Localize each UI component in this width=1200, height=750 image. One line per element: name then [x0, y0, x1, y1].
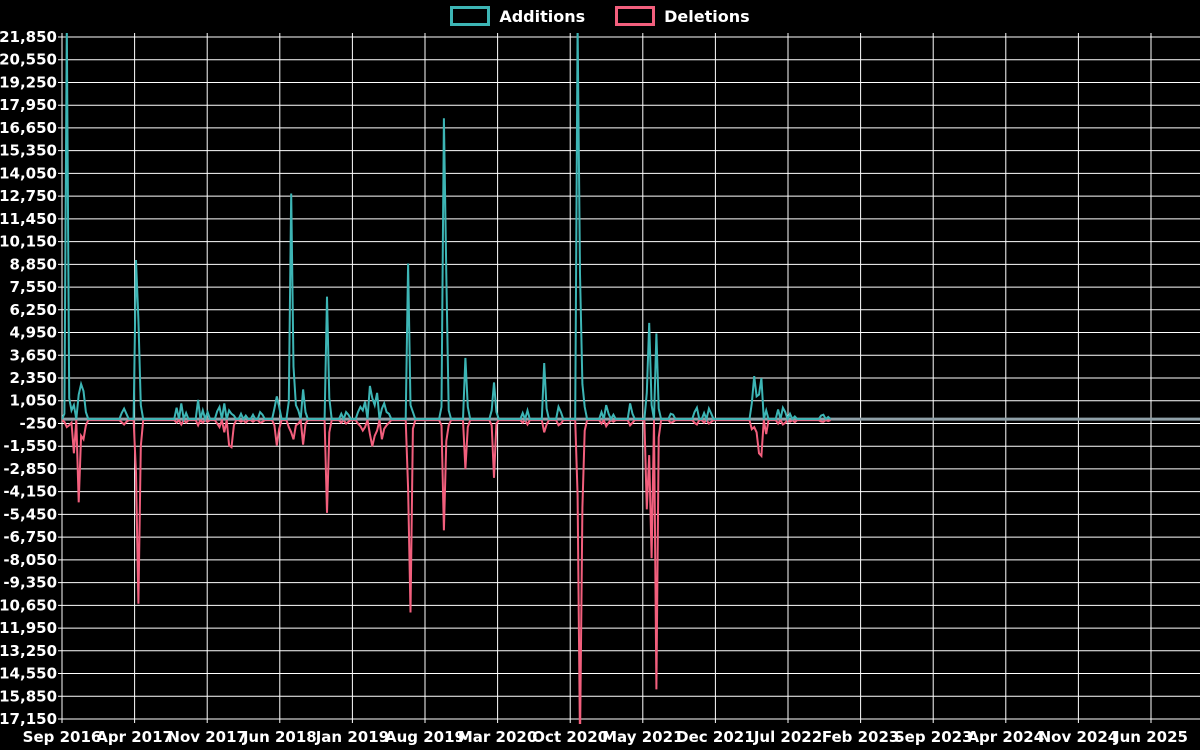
y-axis-tick-label: 10,150 [0, 233, 57, 251]
y-axis-tick-label: 2,350 [10, 369, 57, 387]
y-axis-tick-label: 15,350 [0, 142, 57, 160]
x-axis-tick-label: Mar 2020 [458, 728, 537, 746]
x-axis-tick-label: Sep 2016 [23, 728, 102, 746]
y-axis-tick-label: -8,050 [3, 551, 57, 569]
y-axis-tick-label: -10,650 [0, 596, 57, 614]
y-axis-tick-label: -13,250 [0, 642, 57, 660]
x-axis-tick-label: May 2021 [602, 728, 683, 746]
y-axis-tick-label: 14,050 [0, 164, 57, 182]
legend-label-deletions: Deletions [664, 6, 750, 26]
y-axis-tick-label: 7,550 [10, 278, 57, 296]
y-axis-tick-label: -4,150 [3, 483, 57, 501]
y-axis-tick-label: 12,750 [0, 187, 57, 205]
x-axis-tick-label: Apr 2024 [967, 728, 1044, 746]
y-axis-tick-label: -1,550 [3, 437, 57, 455]
y-axis-tick-label: -5,450 [3, 505, 57, 523]
y-axis-tick-label: 8,850 [10, 255, 57, 273]
y-axis-tick-label: -17,150 [0, 710, 57, 728]
x-axis-tick-label: Aug 2019 [385, 728, 465, 746]
x-axis-tick-label: Nov 2017 [167, 728, 247, 746]
x-axis-tick-label: Feb 2023 [822, 728, 900, 746]
x-axis-tick-label: Nov 2024 [1039, 728, 1119, 746]
y-axis-tick-label: -11,950 [0, 619, 57, 637]
x-axis-tick-label: Jul 2022 [753, 728, 822, 746]
legend-label-additions: Additions [499, 6, 586, 26]
y-axis-tick-label: -6,750 [3, 528, 57, 546]
y-axis-tick-label: -2,850 [3, 460, 57, 478]
y-axis-tick-label: 3,650 [10, 346, 57, 364]
x-axis-tick-label: Dec 2021 [676, 728, 755, 746]
additions-swatch-icon [450, 6, 491, 26]
y-axis-tick-label: -250 [19, 414, 57, 432]
y-axis-tick-label: 6,250 [10, 301, 57, 319]
y-axis-tick-label: 16,650 [0, 119, 57, 137]
additions-series-line [62, 33, 832, 423]
x-axis-tick-label: Jun 2018 [242, 728, 317, 746]
y-axis-tick-label: -15,850 [0, 687, 57, 705]
x-axis-tick-label: Apr 2017 [96, 728, 173, 746]
x-axis-tick-label: Oct 2020 [532, 728, 608, 746]
y-axis-tick-label: 11,450 [0, 210, 57, 228]
legend-item-deletions[interactable]: Deletions [615, 6, 750, 26]
x-axis-tick-label: Sep 2023 [894, 728, 973, 746]
x-axis-tick-label: Jun 2025 [1113, 728, 1188, 746]
y-axis-tick-label: -9,350 [3, 574, 57, 592]
deletions-swatch-icon [615, 6, 656, 26]
y-axis-tick-label: 1,050 [10, 392, 57, 410]
chart-legend: Additions Deletions [0, 6, 1200, 26]
x-axis-tick-label: Jan 2019 [315, 728, 389, 746]
y-axis-tick-label: -14,550 [0, 665, 57, 683]
y-axis-tick-label: 21,850 [0, 28, 57, 46]
y-axis-tick-label: 4,950 [10, 324, 57, 342]
y-axis-tick-label: 19,250 [0, 73, 57, 91]
legend-item-additions[interactable]: Additions [450, 6, 585, 26]
y-axis-tick-label: 20,550 [0, 51, 57, 69]
y-axis-tick-label: 17,950 [0, 96, 57, 114]
